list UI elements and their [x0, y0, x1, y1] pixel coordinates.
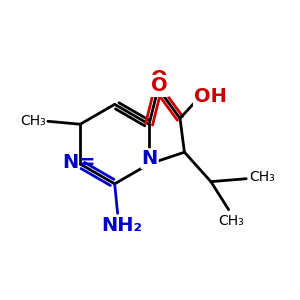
- Text: CH₃: CH₃: [219, 214, 244, 228]
- Text: NH₂: NH₂: [101, 216, 142, 235]
- Text: O: O: [151, 69, 168, 88]
- Text: N: N: [62, 153, 78, 172]
- Text: O: O: [151, 76, 168, 95]
- Text: N: N: [142, 149, 158, 168]
- Text: OH: OH: [194, 87, 227, 106]
- Text: CH₃: CH₃: [250, 170, 275, 184]
- Text: CH₃: CH₃: [20, 114, 46, 128]
- Text: =: =: [79, 153, 95, 172]
